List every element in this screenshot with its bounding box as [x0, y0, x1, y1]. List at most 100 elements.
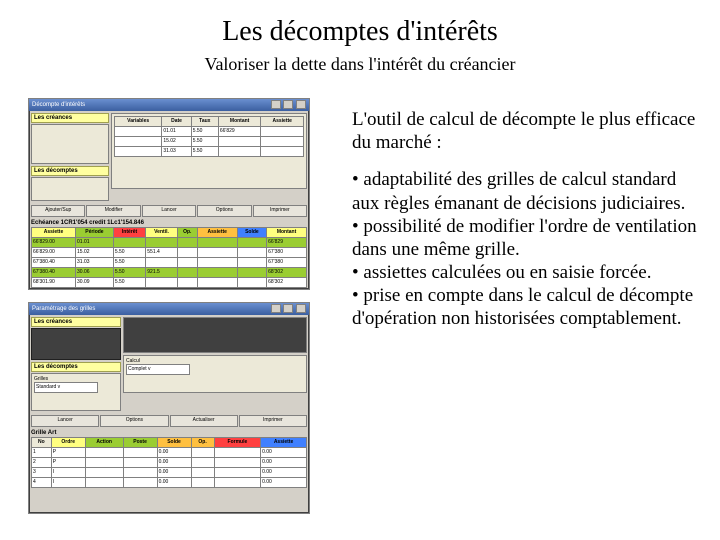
table-row: 68'301.9030.095.5068'302 — [32, 278, 307, 288]
slide: Les décomptes d'intérêts Valoriser la de… — [0, 0, 720, 540]
table-cell: 0.00 — [157, 478, 191, 488]
table-cell — [177, 248, 197, 258]
table-row: 66'829.0015.025.50551.467'380 — [32, 248, 307, 258]
dark-panel-right — [123, 317, 307, 353]
toolbar: Ajouter/SupModifierLancerOptionsImprimer — [31, 205, 307, 217]
grilles-select[interactable]: Standard v — [34, 382, 98, 393]
slide-title: Les décomptes d'intérêts — [0, 16, 720, 48]
table-cell: 0.00 — [261, 468, 307, 478]
table-cell — [214, 468, 260, 478]
table-cell — [197, 258, 237, 268]
table-cell: 5.50 — [113, 248, 145, 258]
table-cell — [123, 468, 157, 478]
table-cell — [237, 238, 266, 248]
col-header: Date — [162, 117, 191, 127]
col-header: Op. — [191, 438, 214, 448]
table-cell: 67'380.40 — [32, 258, 76, 268]
table-cell — [197, 238, 237, 248]
toolbar-button[interactable]: Lancer — [31, 415, 99, 427]
table-cell — [146, 278, 177, 288]
table-cell — [146, 258, 177, 268]
col-header: Période — [76, 228, 114, 238]
section-decomptes: Les décomptes — [31, 362, 121, 372]
table-cell — [123, 458, 157, 468]
body-text: L'outil de calcul de décompte le plus ef… — [352, 108, 702, 331]
echeance-label: Echéance 1CR1'054 credit 1Lc1'154.846 — [31, 220, 307, 226]
toolbar-button[interactable]: Modifier — [86, 205, 140, 217]
table-cell — [197, 248, 237, 258]
decomptes-panel: Grilles Standard v — [31, 373, 121, 411]
toolbar-button[interactable]: Imprimer — [239, 415, 307, 427]
close-icon[interactable] — [296, 100, 306, 109]
max-icon[interactable] — [283, 100, 293, 109]
table-cell: 68'302 — [267, 278, 307, 288]
bullet-2: possibilité de modifier l'ordre de venti… — [352, 216, 697, 260]
toolbar-button[interactable]: Lancer — [142, 205, 196, 217]
table-cell: 5.50 — [113, 268, 145, 278]
window-controls — [270, 304, 306, 315]
calcul-panel: Calcul Complet v — [123, 355, 307, 393]
table-row: 1P0.000.00 — [32, 448, 307, 458]
table-cell: 67'380 — [267, 258, 307, 268]
window-body: Les créances Les décomptes VariablesDate… — [29, 111, 309, 290]
table-cell: 4 — [32, 478, 52, 488]
col-header: Ordre — [51, 438, 85, 448]
table-cell: 66'829.00 — [32, 238, 76, 248]
toolbar-button[interactable]: Imprimer — [253, 205, 307, 217]
toolbar-button[interactable]: Options — [197, 205, 251, 217]
col-header: Taux — [191, 117, 218, 127]
creances-dark-panel — [31, 328, 121, 360]
table-cell — [177, 268, 197, 278]
table-cell — [191, 448, 214, 458]
screenshot-grille: Paramétrage des grilles Les créances Les… — [28, 302, 310, 514]
table-cell: 1 — [32, 448, 52, 458]
table-cell: 30.06 — [76, 268, 114, 278]
toolbar-button[interactable]: Options — [100, 415, 168, 427]
table-cell: 921.5 — [146, 268, 177, 278]
toolbar: LancerOptionsActualiserImprimer — [31, 415, 307, 427]
col-header: Variables — [115, 117, 162, 127]
table-cell: 0.00 — [157, 468, 191, 478]
table-cell — [197, 268, 237, 278]
table-cell — [85, 468, 123, 478]
table-row: 4I0.000.00 — [32, 478, 307, 488]
table-cell — [191, 468, 214, 478]
table-cell — [237, 278, 266, 288]
table-cell: 01.01 — [76, 238, 114, 248]
table-cell: 31.03 — [76, 258, 114, 268]
grid-table: NoOrdreActionPosteSoldeOp.FormuleAssiett… — [31, 437, 307, 488]
table-cell — [214, 458, 260, 468]
min-icon[interactable] — [271, 304, 281, 313]
table-cell — [177, 258, 197, 268]
bullet-4: prise en compte dans le calcul de décomp… — [352, 285, 693, 329]
window-title: Décompte d'intérêts — [32, 102, 85, 108]
table-cell — [191, 458, 214, 468]
col-header: Poste — [123, 438, 157, 448]
table-cell: I — [51, 468, 85, 478]
table-cell — [191, 478, 214, 488]
table-cell: 0.00 — [261, 478, 307, 488]
table-row: 67'380.4030.065.50921.568'302 — [32, 268, 307, 278]
table-cell: 5.50 — [113, 258, 145, 268]
slide-subtitle: Valoriser la dette dans l'intérêt du cré… — [0, 54, 720, 75]
section-creances: Les créances — [31, 317, 121, 327]
col-header: Assiette — [197, 228, 237, 238]
table-cell: 15.02 — [76, 248, 114, 258]
toolbar-button[interactable]: Ajouter/Sup — [31, 205, 85, 217]
col-header: Assiette — [261, 117, 304, 127]
calcul-select[interactable]: Complet v — [126, 364, 190, 375]
window-title: Paramétrage des grilles — [32, 306, 95, 312]
table-row: 66'829.0001.0166'829 — [32, 238, 307, 248]
table-cell — [85, 478, 123, 488]
bullet-list: • adaptabilité des grilles de calcul sta… — [352, 168, 702, 330]
table-cell: 67'380.40 — [32, 268, 76, 278]
max-icon[interactable] — [283, 304, 293, 313]
table-cell: P — [51, 458, 85, 468]
toolbar-button[interactable]: Actualiser — [170, 415, 238, 427]
col-header: Action — [85, 438, 123, 448]
window-titlebar: Paramétrage des grilles — [29, 303, 309, 315]
close-icon[interactable] — [296, 304, 306, 313]
section-decomptes: Les décomptes — [31, 166, 109, 176]
min-icon[interactable] — [271, 100, 281, 109]
table-cell — [214, 448, 260, 458]
